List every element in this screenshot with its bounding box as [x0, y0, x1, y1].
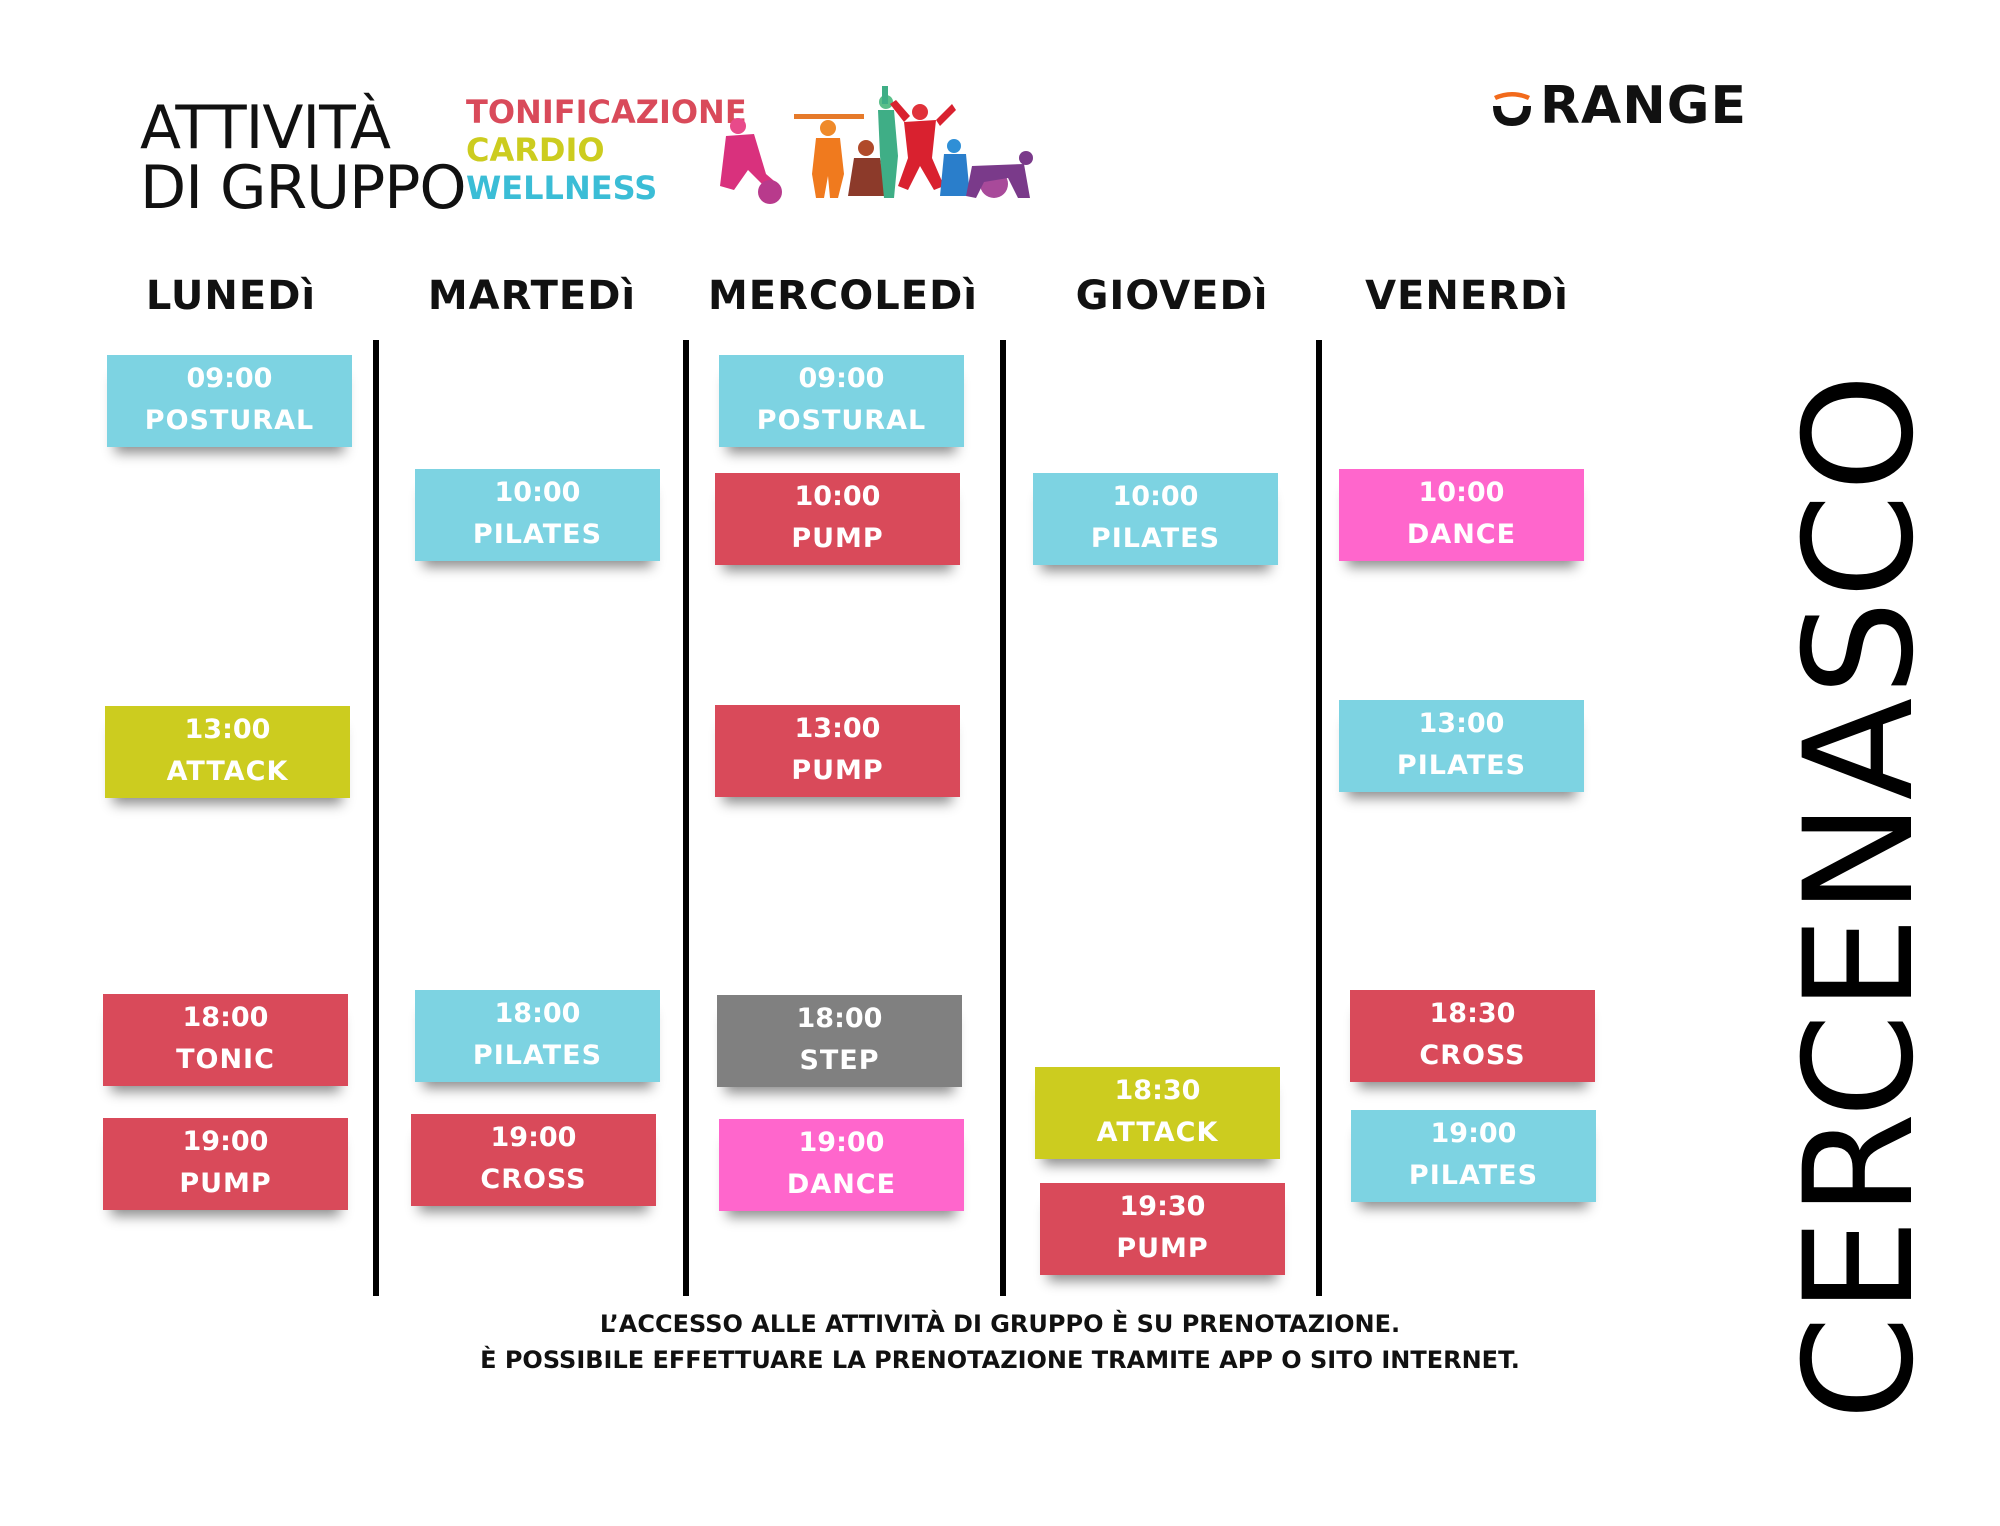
footer-note-line-2: È POSSIBILE EFFETTUARE LA PRENOTAZIONE T…: [480, 1346, 1520, 1374]
athlete-yoga-figure: [720, 118, 782, 204]
category-wellness: WELLNESS: [466, 169, 658, 207]
class-slot[interactable]: 19:30 PUMP: [1040, 1183, 1285, 1275]
location-title: CERCENASCO: [1773, 371, 1947, 1421]
athlete-ball-figure: [966, 151, 1033, 198]
column-divider: [1316, 340, 1322, 1296]
class-name: PUMP: [179, 1168, 272, 1199]
day-header-thursday: GIOVEDì: [1075, 273, 1269, 319]
athlete-jump-figure: [890, 100, 956, 190]
class-name: POSTURAL: [756, 405, 927, 436]
class-time: 13:00: [1418, 708, 1505, 739]
class-time: 18:00: [182, 1002, 269, 1033]
class-time: 13:00: [184, 714, 271, 745]
class-slot[interactable]: 18:00 STEP: [717, 995, 962, 1087]
class-time: 09:00: [186, 363, 273, 394]
title-line-2: DI GRUPPO: [140, 153, 467, 223]
athlete-weightlift-figure: [794, 114, 864, 198]
class-time: 10:00: [1112, 481, 1199, 512]
class-time: 18:30: [1429, 998, 1516, 1029]
class-slot[interactable]: 18:30 CROSS: [1350, 990, 1595, 1082]
class-time: 19:00: [798, 1127, 885, 1158]
class-time: 19:00: [182, 1126, 269, 1157]
class-slot[interactable]: 18:00 PILATES: [415, 990, 660, 1082]
class-name: DANCE: [786, 1169, 897, 1200]
class-slot[interactable]: 09:00 POSTURAL: [107, 355, 352, 447]
brand-logo-o-icon: [1493, 92, 1531, 126]
class-time: 13:00: [794, 713, 881, 744]
class-name: ATTACK: [1096, 1117, 1219, 1148]
class-slot[interactable]: 18:00 TONIC: [103, 994, 348, 1086]
class-slot[interactable]: 13:00 PUMP: [715, 705, 960, 797]
class-time: 19:00: [1430, 1118, 1517, 1149]
class-name: PUMP: [1116, 1233, 1209, 1264]
class-slot[interactable]: 19:00 DANCE: [719, 1119, 964, 1211]
class-slot[interactable]: 10:00 PILATES: [415, 469, 660, 561]
class-slot[interactable]: 10:00 DANCE: [1339, 469, 1584, 561]
class-name: CROSS: [480, 1164, 587, 1195]
class-time: 10:00: [494, 477, 581, 508]
class-name: DANCE: [1406, 519, 1517, 550]
class-slot[interactable]: 09:00 POSTURAL: [719, 355, 964, 447]
class-time: 10:00: [1418, 477, 1505, 508]
class-name: CROSS: [1419, 1040, 1526, 1071]
title-line-1: ATTIVITÀ: [140, 93, 391, 163]
athlete-stretch-figure: [878, 86, 898, 198]
class-time: 19:00: [490, 1122, 577, 1153]
class-time: 09:00: [798, 363, 885, 394]
class-slot[interactable]: 10:00 PILATES: [1033, 473, 1278, 565]
category-cardio: CARDIO: [466, 131, 605, 169]
athlete-blue-figure: [940, 139, 970, 196]
class-slot[interactable]: 18:30 ATTACK: [1035, 1067, 1280, 1159]
column-divider: [683, 340, 689, 1296]
athletes-illustration: [720, 86, 1033, 204]
class-name: PILATES: [472, 1040, 603, 1071]
category-tonificazione: TONIFICAZIONE: [466, 93, 747, 131]
column-divider: [373, 340, 379, 1296]
day-header-wednesday: MERCOLEDì: [707, 273, 978, 319]
column-divider: [1000, 340, 1006, 1296]
brand-logo-text: RANGE: [1540, 76, 1748, 136]
class-name: PUMP: [791, 755, 884, 786]
class-time: 10:00: [794, 481, 881, 512]
class-time: 18:00: [494, 998, 581, 1029]
class-name: PILATES: [1408, 1160, 1539, 1191]
class-name: PILATES: [472, 519, 603, 550]
class-time: 19:30: [1119, 1191, 1206, 1222]
class-name: PILATES: [1396, 750, 1527, 781]
class-name: POSTURAL: [144, 405, 315, 436]
class-slot[interactable]: 19:00 PILATES: [1351, 1110, 1596, 1202]
day-header-tuesday: MARTEDì: [427, 273, 637, 319]
class-time: 18:00: [796, 1003, 883, 1034]
day-header-monday: LUNEDì: [145, 273, 317, 319]
class-name: PILATES: [1090, 523, 1221, 554]
athlete-kneel-figure: [848, 140, 886, 196]
class-slot[interactable]: 13:00 ATTACK: [105, 706, 350, 798]
class-slot[interactable]: 19:00 PUMP: [103, 1118, 348, 1210]
class-slot[interactable]: 13:00 PILATES: [1339, 700, 1584, 792]
class-name: TONIC: [176, 1044, 275, 1075]
class-slot[interactable]: 10:00 PUMP: [715, 473, 960, 565]
class-slot[interactable]: 19:00 CROSS: [411, 1114, 656, 1206]
class-name: PUMP: [791, 523, 884, 554]
class-name: ATTACK: [166, 756, 289, 787]
class-time: 18:30: [1114, 1075, 1201, 1106]
day-header-friday: VENERDì: [1365, 273, 1569, 319]
class-name: STEP: [799, 1045, 880, 1076]
footer-note-line-1: L’ACCESSO ALLE ATTIVITÀ DI GRUPPO È SU P…: [599, 1310, 1401, 1338]
